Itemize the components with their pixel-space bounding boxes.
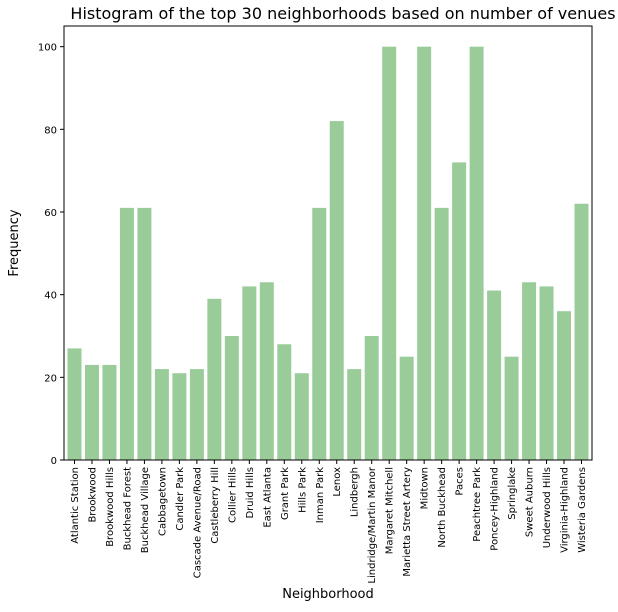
bar-north-buckhead	[434, 207, 449, 460]
bar-wisteria-gardens	[574, 203, 589, 460]
x-tick-label: Underwood Hills	[542, 467, 553, 548]
x-tick-label: Wisteria Gardens	[577, 467, 588, 553]
bar-cascade-avenue-road	[189, 369, 204, 460]
bar-hills-park	[294, 373, 309, 460]
x-tick-label: Marietta Street Artery	[402, 467, 413, 577]
bar-castleberry-hill	[207, 298, 222, 460]
x-tick-label: Cabbagetown	[157, 467, 168, 536]
x-tick-label: North Buckhead	[437, 467, 448, 548]
x-tick-label: Buckhead Village	[140, 467, 151, 553]
bar-candler-park	[172, 373, 187, 460]
bar-brookwood	[84, 364, 99, 460]
bar-druid-hills	[242, 286, 257, 460]
bar-lindridge-martin-manor	[364, 336, 379, 460]
x-tick-label: East Atlanta	[262, 467, 273, 528]
x-axis-label: Neighborhood	[282, 587, 374, 602]
x-tick-label: Lenox	[332, 467, 343, 497]
x-tick-label: Midtown	[420, 467, 431, 509]
bar-underwood-hills	[539, 286, 554, 460]
x-tick-label: Lindbergh	[350, 467, 361, 517]
y-tick-label: 60	[44, 208, 57, 219]
y-axis-label: Frequency	[7, 209, 22, 276]
plot-frame	[63, 25, 593, 461]
x-ticks-group: Atlantic Station Brookwood Brookwood Hills…	[70, 460, 588, 584]
x-tick-label: Brookwood	[87, 467, 98, 523]
bar-inman-park	[312, 207, 327, 460]
bar-springlake	[504, 356, 519, 460]
bar-marietta-street-artery	[399, 356, 414, 460]
y-tick-label: 80	[44, 125, 57, 136]
bar-atlantic-station	[67, 348, 82, 460]
x-tick-label: Virginia-Highland	[560, 467, 571, 553]
x-tick-label: Castleberry Hill	[210, 467, 221, 544]
bar-collier-hills	[224, 336, 239, 460]
bar-virginia-highland	[557, 311, 572, 460]
x-tick-label: Atlantic Station	[70, 467, 81, 544]
bar-buckhead-forest	[119, 207, 134, 460]
axes-group	[63, 25, 593, 461]
bar-midtown	[417, 46, 432, 461]
x-tick-label: Brookwood Hills	[105, 467, 116, 547]
x-tick-label: Sweet Auburn	[525, 467, 536, 537]
bar-cabbagetown	[154, 369, 169, 460]
x-tick-label: Hills Park	[297, 467, 308, 513]
y-tick-label: 0	[51, 456, 57, 467]
x-tick-label: Buckhead Forest	[122, 467, 133, 550]
bar-lindbergh	[347, 369, 362, 460]
x-tick-label: Cascade Avenue/Road	[192, 467, 203, 578]
x-tick-label: Candler Park	[175, 467, 186, 531]
y-tick-label: 100	[38, 43, 57, 54]
bar-east-atlanta	[259, 282, 274, 460]
x-tick-label: Druid Hills	[245, 467, 256, 519]
bar-buckhead-village	[137, 207, 152, 460]
x-tick-label: Peachtree Park	[472, 467, 483, 542]
bar-peachtree-park	[469, 46, 484, 461]
x-tick-label: Margaret Mitchell	[385, 467, 396, 554]
x-tick-label: Poncey-Highland	[490, 467, 501, 551]
x-tick-label: Lindridge/Martin Manor	[367, 466, 378, 583]
x-tick-label: Inman Park	[315, 467, 326, 523]
bar-lenox	[329, 121, 344, 461]
x-tick-label: Paces	[455, 467, 466, 496]
bar-margaret-mitchell	[382, 46, 397, 461]
y-tick-label: 40	[44, 291, 57, 302]
bar-grant-park	[277, 344, 292, 460]
x-tick-label: Collier Hills	[227, 467, 238, 523]
x-tick-label: Grant Park	[280, 467, 291, 520]
bar-brookwood-hills	[102, 364, 117, 460]
bar-paces	[452, 162, 467, 460]
chart-title: Histogram of the top 30 neighborhoods ba…	[70, 4, 615, 23]
bar-poncey-highland	[487, 290, 502, 460]
bars-group	[67, 46, 589, 461]
y-ticks-group: 0 20 40 60 80 100	[38, 43, 64, 467]
x-tick-label: Springlake	[507, 467, 518, 520]
bar-sweet-auburn	[522, 282, 537, 460]
y-tick-label: 20	[44, 373, 57, 384]
